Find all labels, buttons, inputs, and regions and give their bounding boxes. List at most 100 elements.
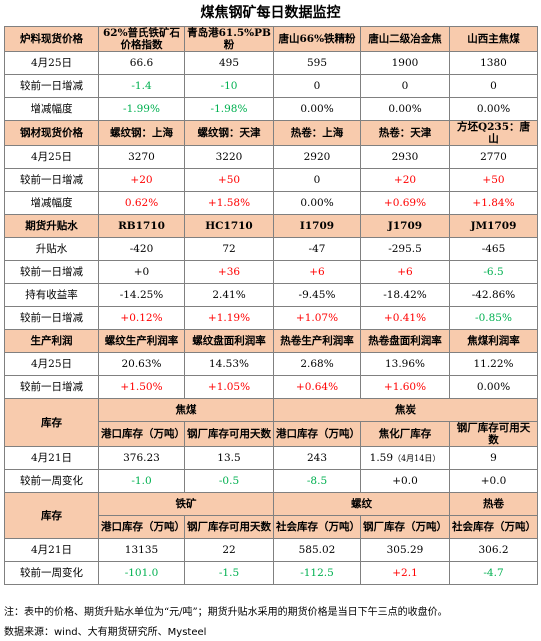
footnote: 注：表中的价格、期货升贴水单位为“元/吨”；期货升贴水采用的期货价格是当日下午三… [4,607,448,618]
table-cell: +1.50% [98,375,185,399]
section-label: 炉料现货价格 [4,26,99,52]
column-header: RB1710 [98,214,185,238]
table-cell: +6 [273,260,361,284]
table-row: 4月25日 3270 3220 2920 2930 2770 [4,145,538,169]
table-row: 较前一日增减 +20 +50 0 +20 +50 [4,168,538,192]
column-header: 钢厂库存（万吨） [360,515,450,539]
table-cell: 0 [360,74,450,98]
column-header: I1709 [273,214,361,238]
column-header: J1709 [360,214,450,238]
table-cell: +50 [449,168,538,192]
row-label: 4月21日 [4,446,99,470]
column-header: 唐山二级冶金焦 [360,26,450,52]
table-cell: 22 [184,538,274,562]
table-cell: 306.2 [449,538,538,562]
table-cell: -465 [449,237,538,261]
table-cell: 66.6 [98,51,185,75]
table-cell: 14.53% [184,352,274,376]
table-cell: 0.62% [98,191,185,215]
table-row: 持有收益率 -14.25% 2.41% -9.45% -18.42% -42.8… [4,283,538,307]
section-label: 期货升贴水 [4,214,99,238]
table-cell: 0 [273,168,361,192]
table-cell: +1.07% [273,306,361,330]
table-cell: 0.00% [449,97,538,121]
table-cell: +0.41% [360,306,450,330]
column-header: 唐山66%铁精粉 [273,26,361,52]
column-header: 热卷：天津 [360,120,450,146]
column-header: 山西主焦煤 [449,26,538,52]
column-header: 焦化厂库存 [360,421,450,447]
table-cell: -6.5 [449,260,538,284]
table-cell: 0.00% [449,375,538,399]
table-cell: -10 [184,74,274,98]
table-cell: +1.84% [449,191,538,215]
table-cell: -420 [98,237,185,261]
section-label: 库存 [4,492,99,539]
table-cell: +1.60% [360,375,450,399]
row-label: 4月25日 [4,51,99,75]
table-cell: 0 [449,74,538,98]
table-row: 4月21日 376.23 13.5 243 1.59（4月14日） 9 [4,446,538,470]
column-header: JM1709 [449,214,538,238]
table-cell: 0.00% [360,97,450,121]
table-cell: 3220 [184,145,274,169]
table-cell: +1.05% [184,375,274,399]
table-cell: 2.41% [184,283,274,307]
row-label: 较前一日增减 [4,375,99,399]
table-cell: -295.5 [360,237,450,261]
group-header: 热卷 [449,492,538,516]
column-header: 港口库存（万吨） [98,421,185,447]
table-cell: -1.99% [98,97,185,121]
row-label: 较前一周变化 [4,469,99,493]
table-cell: 2.68% [273,352,361,376]
row-label: 较前一日增减 [4,168,99,192]
column-header: HC1710 [184,214,274,238]
table-cell: 2770 [449,145,538,169]
table-cell: +6 [360,260,450,284]
column-header: 社会库存（万吨） [273,515,361,539]
table-cell: -1.0 [98,469,185,493]
table-row: 较前一日增减 +0.12% +1.19% +1.07% +0.41% -0.85… [4,306,538,330]
table-cell: -0.5 [184,469,274,493]
column-header: 螺纹钢：天津 [184,120,274,146]
table-row: 4月25日 20.63% 14.53% 2.68% 13.96% 11.22% [4,352,538,376]
table-cell: +36 [184,260,274,284]
table-cell: +0.69% [360,191,450,215]
table-cell: 11.22% [449,352,538,376]
table-cell: +2.1 [360,561,450,585]
table-cell: -42.86% [449,283,538,307]
table-cell: +0 [98,260,185,284]
row-label: 4月21日 [4,538,99,562]
table-row: 较前一日增减 +0 +36 +6 +6 -6.5 [4,260,538,284]
row-label: 4月25日 [4,145,99,169]
row-label: 增减幅度 [4,97,99,121]
table-cell: 0.00% [273,191,361,215]
table-cell: -14.25% [98,283,185,307]
table-row: 较前一周变化 -1.0 -0.5 -8.5 +0.0 +0.0 [4,469,538,493]
table-cell: 72 [184,237,274,261]
table-header-row: 港口库存（万吨） 钢厂库存可用天数 社会库存（万吨） 钢厂库存（万吨） 社会库存… [5,515,538,539]
table-row: 较前一日增减 +1.50% +1.05% +0.64% +1.60% 0.00% [4,375,538,399]
table-cell: -112.5 [273,561,361,585]
table-row: 4月21日 13135 22 585.02 305.29 306.2 [4,538,538,562]
cell-date-note: （4月14日） [393,453,441,463]
column-header: 青岛港61.5%PB粉 [184,26,274,52]
table-cell: 495 [184,51,274,75]
table-row: 较前一周变化 -101.0 -1.5 -112.5 +2.1 -4.7 [4,561,538,585]
table-cell: +50 [184,168,274,192]
table-cell: -47 [273,237,361,261]
monitor-table: 炉料现货价格 62%普氏铁矿石价格指数 青岛港61.5%PB粉 唐山66%铁精粉… [4,26,538,585]
table-cell: 1.59（4月14日） [360,446,450,470]
table-row: 4月25日 66.6 495 595 1900 1380 [4,51,538,75]
table-cell: 243 [273,446,361,470]
table-cell: +0.12% [98,306,185,330]
table-header-row: 库存 铁矿 螺纹 热卷 [4,492,538,539]
table-cell: 13.96% [360,352,450,376]
table-row: 增减幅度 -1.99% -1.98% 0.00% 0.00% 0.00% [4,97,538,121]
table-header-row: 生产利润 螺纹生产利润率 螺纹盘面利润率 热卷生产利润率 热卷盘面利润率 焦煤利… [4,329,538,353]
row-label: 较前一日增减 [4,306,99,330]
table-cell: +0.0 [449,469,538,493]
table-header-row: 炉料现货价格 62%普氏铁矿石价格指数 青岛港61.5%PB粉 唐山66%铁精粉… [4,26,538,52]
column-header: 焦煤利润率 [449,329,538,353]
column-header: 螺纹钢：上海 [98,120,185,146]
